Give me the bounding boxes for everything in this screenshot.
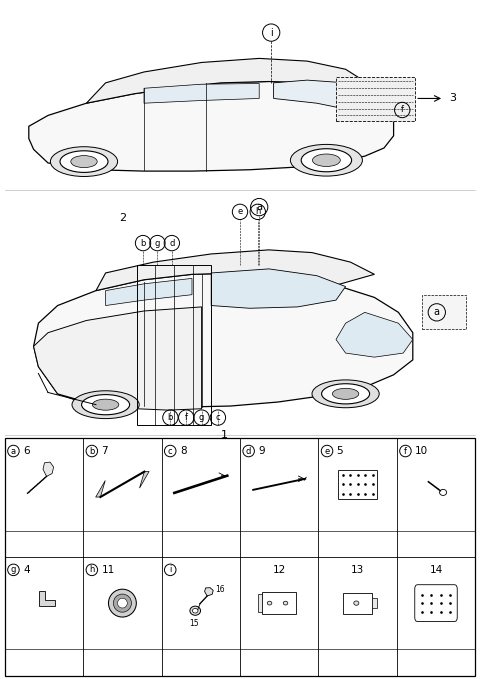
Text: g: g bbox=[155, 238, 160, 248]
Text: 7: 7 bbox=[101, 446, 108, 456]
Text: 14: 14 bbox=[430, 565, 443, 575]
Ellipse shape bbox=[290, 145, 362, 176]
Polygon shape bbox=[144, 84, 259, 103]
Text: 3: 3 bbox=[449, 94, 456, 103]
Text: f: f bbox=[401, 105, 404, 115]
Polygon shape bbox=[274, 80, 365, 110]
Text: 16: 16 bbox=[215, 585, 224, 594]
Polygon shape bbox=[96, 250, 374, 291]
Text: a: a bbox=[434, 308, 440, 317]
Ellipse shape bbox=[50, 147, 118, 177]
Text: a: a bbox=[256, 202, 262, 212]
Text: e: e bbox=[324, 447, 330, 456]
Bar bbox=[5, 438, 475, 676]
Text: a: a bbox=[11, 447, 16, 456]
Ellipse shape bbox=[60, 151, 108, 172]
Text: g: g bbox=[11, 566, 16, 574]
Text: 2: 2 bbox=[119, 213, 126, 223]
Text: d: d bbox=[169, 238, 175, 248]
Text: 11: 11 bbox=[101, 565, 115, 575]
Bar bbox=[258, 594, 262, 612]
Polygon shape bbox=[204, 588, 213, 596]
Polygon shape bbox=[39, 591, 55, 606]
Text: 10: 10 bbox=[415, 446, 428, 456]
Text: b: b bbox=[89, 447, 95, 456]
Ellipse shape bbox=[301, 149, 351, 172]
Bar bbox=[137, 265, 211, 425]
Text: i: i bbox=[169, 566, 171, 574]
Polygon shape bbox=[140, 471, 149, 488]
Polygon shape bbox=[106, 278, 192, 306]
Bar bbox=[372, 598, 377, 608]
Text: c: c bbox=[168, 447, 172, 456]
Ellipse shape bbox=[113, 594, 132, 612]
Text: b: b bbox=[140, 238, 146, 248]
Bar bbox=[422, 295, 466, 329]
Ellipse shape bbox=[72, 390, 139, 419]
Text: 13: 13 bbox=[351, 565, 364, 575]
Text: c: c bbox=[216, 413, 220, 422]
Ellipse shape bbox=[190, 606, 201, 615]
Ellipse shape bbox=[71, 155, 97, 168]
Text: b: b bbox=[168, 413, 173, 422]
Text: 5: 5 bbox=[336, 446, 343, 456]
Text: 4: 4 bbox=[23, 565, 30, 575]
Polygon shape bbox=[34, 273, 413, 407]
Polygon shape bbox=[43, 462, 54, 477]
Ellipse shape bbox=[283, 601, 288, 605]
Text: e: e bbox=[238, 207, 242, 217]
Ellipse shape bbox=[82, 394, 130, 415]
Text: 15: 15 bbox=[189, 619, 199, 628]
FancyBboxPatch shape bbox=[415, 585, 457, 621]
Polygon shape bbox=[336, 312, 413, 357]
Text: d: d bbox=[246, 447, 252, 456]
Ellipse shape bbox=[192, 608, 198, 613]
Text: h: h bbox=[255, 207, 261, 217]
Text: f: f bbox=[404, 447, 407, 456]
Ellipse shape bbox=[312, 380, 379, 408]
Ellipse shape bbox=[92, 399, 119, 410]
Bar bbox=[262, 592, 296, 614]
Polygon shape bbox=[211, 269, 346, 308]
Polygon shape bbox=[29, 81, 394, 171]
Text: g: g bbox=[199, 413, 204, 422]
Ellipse shape bbox=[118, 598, 127, 608]
Text: 9: 9 bbox=[258, 446, 265, 456]
Ellipse shape bbox=[354, 601, 359, 605]
Text: f: f bbox=[185, 413, 188, 422]
Ellipse shape bbox=[108, 589, 136, 617]
Text: i: i bbox=[270, 28, 273, 37]
Ellipse shape bbox=[267, 601, 272, 605]
Ellipse shape bbox=[332, 388, 359, 399]
Polygon shape bbox=[34, 307, 202, 410]
Text: 1: 1 bbox=[221, 430, 228, 440]
Bar bbox=[338, 470, 377, 499]
Polygon shape bbox=[96, 481, 105, 497]
Text: 8: 8 bbox=[180, 446, 186, 456]
Ellipse shape bbox=[312, 154, 340, 166]
Text: 12: 12 bbox=[273, 565, 286, 575]
Polygon shape bbox=[86, 58, 365, 103]
Text: h: h bbox=[89, 566, 95, 574]
Ellipse shape bbox=[322, 384, 370, 404]
Bar bbox=[343, 593, 372, 614]
Text: 6: 6 bbox=[23, 446, 30, 456]
Bar bbox=[336, 77, 415, 121]
